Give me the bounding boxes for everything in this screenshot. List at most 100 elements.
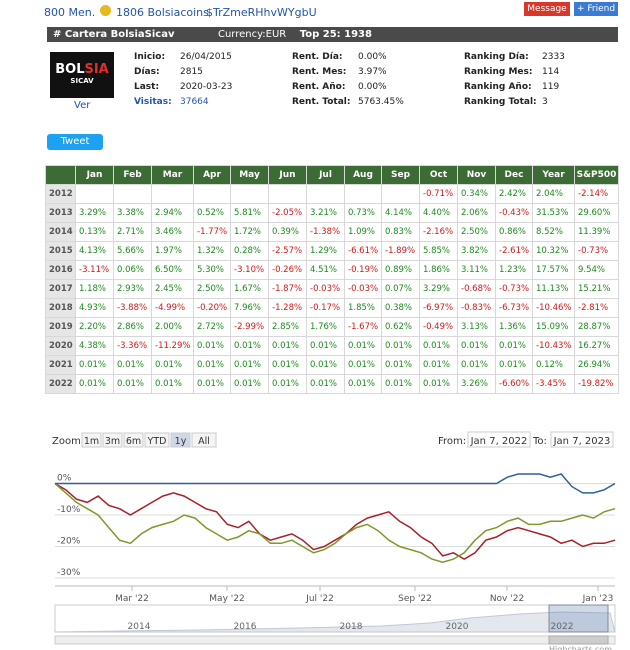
return-cell: 0.01% (344, 336, 382, 356)
column-header: Oct (419, 165, 458, 185)
year-cell: 2019 (45, 317, 76, 337)
return-cell: -10.43% (532, 336, 575, 356)
message-button[interactable]: Message (524, 2, 570, 16)
return-cell: 1.85% (344, 298, 382, 318)
to-box (550, 431, 614, 448)
return-cell (151, 184, 194, 204)
return-cell: 3.13% (457, 317, 496, 337)
table-row: 2021 0.01% 0.01% 0.01% 0.01% 0.01% 0.01% 0.01% 0… (45, 355, 619, 375)
info-label: Visitas: (134, 97, 172, 107)
column-header: Nov (457, 165, 496, 185)
return-cell: -0.26% (268, 260, 307, 280)
credit: Highcharts.com (549, 645, 612, 650)
return-cell: -0.49% (419, 317, 458, 337)
return-cell: 0.89% (381, 260, 420, 280)
return-cell: 0.01% (113, 355, 152, 375)
return-cell: 1.36% (495, 317, 533, 337)
return-cell: 2.45% (151, 279, 194, 299)
return-cell: -2.57% (268, 241, 307, 261)
return-cell: -1.77% (193, 222, 231, 242)
zoom-button[interactable]: 6m (123, 432, 144, 448)
return-cell: -0.17% (306, 298, 345, 318)
navigator-mask (548, 604, 609, 633)
return-cell: -19.82% (574, 374, 619, 394)
return-cell: 5.66% (113, 241, 152, 261)
zoom-button-label: 1y (175, 436, 187, 447)
return-cell: 1.67% (230, 279, 269, 299)
zoom-button[interactable]: YTD (144, 432, 170, 448)
return-cell: -6.61% (344, 241, 382, 261)
zoom-button[interactable]: 1m (81, 432, 102, 448)
friend-button[interactable]: + Friend (574, 2, 618, 16)
year-cell: 2014 (45, 222, 76, 242)
return-cell: -0.71% (419, 184, 458, 204)
return-cell: 0.01% (151, 374, 194, 394)
return-cell: 11.39% (574, 222, 619, 242)
zoom-button-bg (123, 432, 144, 448)
logo: BOLSIA SICAV (50, 52, 114, 98)
column-header: Dec (495, 165, 533, 185)
return-cell: 2.20% (75, 317, 114, 337)
column-header: Jan (75, 165, 114, 185)
return-cell: 5.30% (193, 260, 231, 280)
return-cell: 5.81% (230, 203, 269, 223)
return-cell: 3.29% (419, 279, 458, 299)
year-cell: 2016 (45, 260, 76, 280)
return-cell: 0.38% (381, 298, 420, 318)
from-box (467, 431, 531, 448)
return-cell: 0.06% (113, 260, 152, 280)
return-cell: 0.12% (532, 355, 575, 375)
x-tick-label: Nov '22 (490, 594, 524, 604)
return-cell: -1.87% (268, 279, 307, 299)
return-cell: -0.73% (574, 241, 619, 261)
info-label: Inicio: (134, 52, 166, 62)
table-row: 2016 -3.11% 0.06% 6.50% 5.30% -3.10% -0.26% 4.5… (45, 260, 619, 280)
ticker[interactable]: $TrZmeRHhvWYgbU (206, 6, 317, 19)
return-cell: 0.01% (268, 336, 307, 356)
series-line (55, 473, 616, 494)
y-tick-label: 0% (57, 473, 72, 483)
info-label: Ranking Mes: (464, 67, 533, 77)
year-cell: 2013 (45, 203, 76, 223)
table-row: 2022 0.01% 0.01% 0.01% 0.01% 0.01% 0.01% 0.01% 0… (45, 374, 619, 394)
view-link[interactable]: Ver (74, 100, 91, 111)
table-row: 2015 4.13% 5.66% 1.97% 1.32% 0.28% -2.57% 1.29%… (45, 241, 619, 261)
to-label: To: (532, 436, 547, 447)
info-label: Ranking Total: (464, 97, 537, 107)
column-header: Jul (306, 165, 345, 185)
series-line (54, 482, 616, 563)
zoom-button[interactable]: All (191, 432, 217, 448)
zoom-button[interactable]: 1y (170, 432, 191, 448)
y-tick-label: -10% (57, 505, 81, 515)
navigator-label: 2014 (128, 622, 151, 632)
info-value: 26/04/2015 (180, 52, 232, 62)
column-header: Year (532, 165, 575, 185)
column-header: Jun (268, 165, 307, 185)
return-cell: 8.52% (532, 222, 575, 242)
logo-text: SIA (84, 62, 109, 77)
info-value: 2020-03-23 (180, 82, 233, 92)
info-value: 3.97% (358, 67, 387, 77)
navigator-area (54, 611, 616, 633)
column-header: S&P500 (574, 165, 619, 185)
zoom-button-bg (102, 432, 123, 448)
return-cell: 1.09% (344, 222, 382, 242)
return-cell: 0.83% (381, 222, 420, 242)
to-date: Jan 7, 2023 (553, 436, 611, 447)
return-cell: 1.29% (306, 241, 345, 261)
return-cell: -1.38% (306, 222, 345, 242)
return-cell: -0.20% (193, 298, 231, 318)
return-cell: 0.01% (457, 336, 496, 356)
return-cell: -0.83% (457, 298, 496, 318)
zoom-button-label: YTD (147, 436, 167, 447)
return-cell: 4.14% (381, 203, 420, 223)
chart: Zoom 1m 3m 6m YTD 1y All From: Jan 7, 2022 To: Jan… (52, 431, 616, 650)
tweet-button[interactable]: Tweet (47, 134, 103, 150)
return-cell (344, 184, 382, 204)
column-header: Mar (151, 165, 194, 185)
navigator-label: 2022 (551, 622, 574, 632)
return-cell: 0.01% (230, 355, 269, 375)
scrollbar-thumb (548, 635, 609, 645)
column-header (45, 165, 76, 185)
zoom-button[interactable]: 3m (102, 432, 123, 448)
